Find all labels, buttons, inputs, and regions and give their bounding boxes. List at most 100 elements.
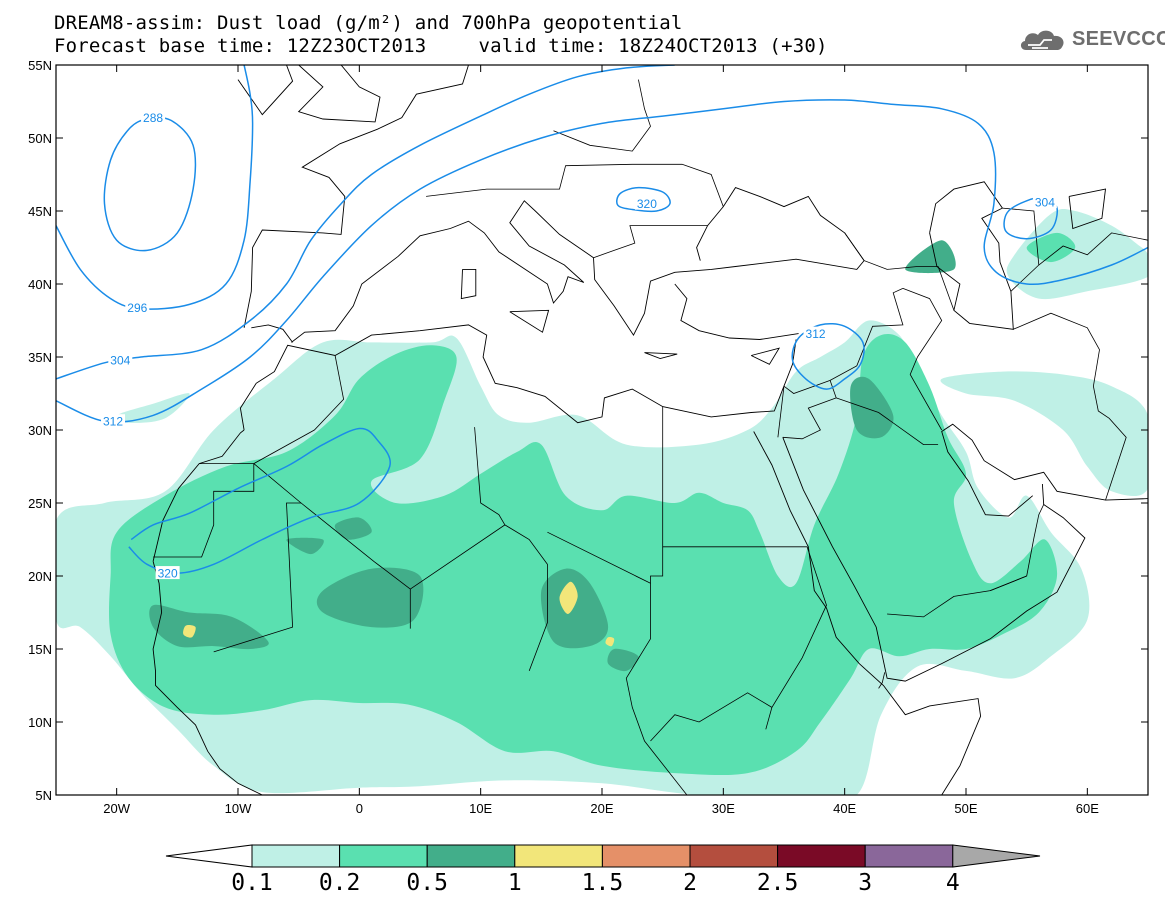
colorbar-box xyxy=(689,844,779,868)
country-border xyxy=(410,524,548,672)
dust-load-fill xyxy=(56,209,1148,795)
country-border xyxy=(765,546,827,730)
coastline xyxy=(297,65,381,123)
country-border xyxy=(553,79,651,152)
contour-label: 304 xyxy=(110,353,130,367)
colorbar-label: 2 xyxy=(683,870,697,896)
colorbar-low-arrow xyxy=(165,844,253,868)
contour-label: 312 xyxy=(103,415,123,429)
forecast-times: Forecast base time: 12Z23OCT2013 valid ti… xyxy=(54,36,828,56)
lat-tick-label: 55N xyxy=(28,58,52,73)
contour-288 xyxy=(103,116,197,252)
cloud-icon xyxy=(1020,30,1064,50)
colorbar-label: 4 xyxy=(946,870,960,896)
contour-296 xyxy=(56,65,254,310)
lon-tick-label: 10E xyxy=(469,801,492,816)
base-time: Forecast base time: 12Z23OCT2013 xyxy=(54,35,427,57)
country-border xyxy=(1002,207,1040,266)
dust-region-0.5 xyxy=(850,376,894,439)
lat-tick-label: 10N xyxy=(28,715,52,730)
lon-tick-label: 50E xyxy=(954,801,977,816)
country-border xyxy=(650,692,773,742)
contour-312 xyxy=(56,99,1148,423)
dust-region-0.5 xyxy=(286,537,324,555)
valid-time: valid time: 18Z24OCT2013 (+30) xyxy=(478,35,828,57)
dust-region-0.1 xyxy=(115,393,190,423)
country-border xyxy=(426,163,724,207)
colorbar-box xyxy=(514,844,603,868)
coastline xyxy=(929,181,1014,330)
coastline xyxy=(243,65,469,328)
coastline xyxy=(251,324,293,343)
colorbar-label: 0.5 xyxy=(406,870,448,896)
colorbar-box xyxy=(251,844,341,868)
coastline xyxy=(674,283,799,340)
country-borders xyxy=(153,79,1148,795)
country-border xyxy=(836,397,939,445)
country-border xyxy=(213,502,302,653)
lat-tick-label: 5N xyxy=(35,788,52,803)
country-border xyxy=(902,288,943,431)
contour-label: 296 xyxy=(127,301,147,315)
colorbar-box xyxy=(864,844,954,868)
colorbar-box xyxy=(777,844,866,868)
colorbar-box xyxy=(601,844,691,868)
country-border xyxy=(650,546,664,584)
contour-label-bg xyxy=(141,110,166,124)
coastline xyxy=(751,347,781,365)
dust-region-1 xyxy=(559,581,578,615)
lon-tick-label: 20E xyxy=(590,801,613,816)
country-border xyxy=(887,575,1027,618)
coastline xyxy=(509,309,550,333)
country-border xyxy=(593,225,708,259)
coastline xyxy=(239,324,797,431)
dust-region-1 xyxy=(605,637,615,647)
contour-label-bg xyxy=(125,300,150,314)
geopotential-contours: 288 296 304 312 312 320 304 320 xyxy=(56,65,1148,581)
dust-region-0.1 xyxy=(940,371,1148,497)
coastline xyxy=(460,268,477,300)
country-border xyxy=(878,672,886,689)
coastline xyxy=(1068,188,1107,230)
lat-tick-label: 45N xyxy=(28,204,52,219)
lat-tick-label: 20N xyxy=(28,569,52,584)
seevccc-logo: SEEVCCC xyxy=(1018,26,1165,54)
lat-tick-label: 50N xyxy=(28,131,52,146)
contour-label: 304 xyxy=(1035,196,1055,210)
contour-label: 288 xyxy=(143,111,163,125)
colorbar-label: 0.2 xyxy=(319,870,361,896)
lat-tick-label: 40N xyxy=(28,277,52,292)
coastline xyxy=(644,352,678,359)
coastlines xyxy=(152,65,1148,795)
country-border xyxy=(1010,232,1148,292)
coastline xyxy=(941,423,1148,517)
lon-tick-label: 0 xyxy=(356,801,363,816)
coastline xyxy=(152,561,305,795)
contour-label-bg xyxy=(108,352,133,366)
lat-tick-label: 15N xyxy=(28,642,52,657)
contour-312 xyxy=(791,322,865,390)
logo-text: SEEVCCC xyxy=(1072,28,1165,50)
contour-label: 320 xyxy=(637,197,657,211)
dust-region-0.2 xyxy=(1026,232,1076,263)
lon-tick-label: 30E xyxy=(712,801,735,816)
colorbar-box xyxy=(426,844,516,868)
colorbar-box xyxy=(339,844,428,868)
map-title: DREAM8-assim: Dust load (g/m²) and 700hP… xyxy=(54,12,683,34)
contour-320 xyxy=(616,186,671,213)
lat-tick-label: 35N xyxy=(28,350,52,365)
dust-region-0.5 xyxy=(540,568,609,649)
dust-region-0.5 xyxy=(905,240,956,274)
dust-region-0.5 xyxy=(334,517,372,540)
coastline xyxy=(291,187,865,343)
colorbar-label: 1 xyxy=(508,870,522,896)
contour-label: 320 xyxy=(158,567,178,581)
colorbar-label: 3 xyxy=(858,870,872,896)
country-border xyxy=(782,380,837,440)
contour-320 xyxy=(128,427,391,574)
country-border xyxy=(1013,312,1127,501)
dust-region-0.2 xyxy=(109,334,1058,776)
contour-label-bg xyxy=(1032,195,1057,209)
lon-tick-label: 10W xyxy=(225,801,252,816)
